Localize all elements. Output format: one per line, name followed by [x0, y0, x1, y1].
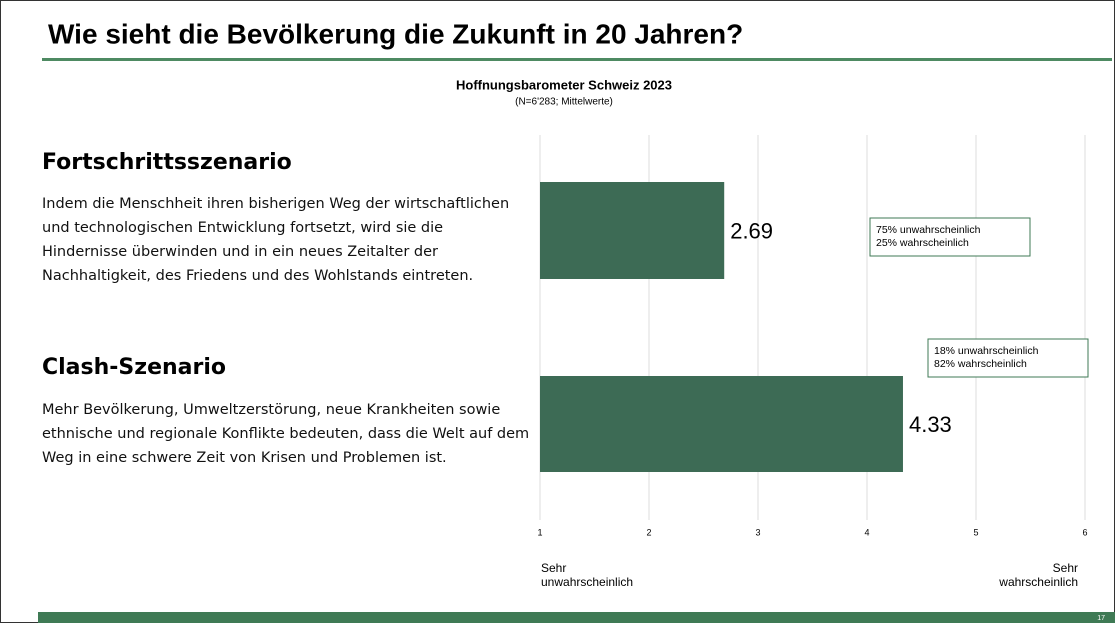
- x-tick-label: 1: [537, 527, 542, 537]
- axis-end-label: Sehr: [541, 561, 566, 575]
- x-tick-label: 3: [755, 527, 760, 537]
- value-label: 2.69: [730, 218, 773, 243]
- axis-end-label: unwahrscheinlich: [541, 575, 633, 589]
- scenario-description: Indem die Menschheit ihren bisherigen We…: [42, 196, 510, 284]
- scenario-heading: Fortschrittsszenario: [42, 150, 292, 175]
- scenario-description: Mehr Bevölkerung, Umweltzerstörung, neue…: [42, 402, 530, 466]
- annotation-text: 82% wahrscheinlich: [934, 358, 1027, 370]
- bar: [540, 182, 725, 279]
- title-rule: [42, 58, 1112, 61]
- axis-end-label: wahrscheinlich: [998, 575, 1078, 589]
- x-tick-label: 5: [973, 527, 978, 537]
- chart-title: Hoffnungsbarometer Schweiz 2023: [456, 77, 672, 92]
- annotation-text: 25% wahrscheinlich: [876, 237, 969, 249]
- footer-bar: [38, 612, 1115, 623]
- annotation-text: 18% unwahrscheinlich: [934, 345, 1039, 357]
- x-tick-label: 2: [646, 527, 651, 537]
- annotation-box: [869, 217, 1031, 257]
- value-label: 4.33: [909, 412, 952, 437]
- annotation-text: 75% unwahrscheinlich: [876, 224, 981, 236]
- bar: [540, 376, 903, 472]
- chart-subtitle: (N=6'283; Mittelwerte): [515, 97, 613, 108]
- x-tick-label: 4: [864, 527, 869, 537]
- scenario-heading: Clash-Szenario: [42, 355, 226, 380]
- page-number: 17: [1097, 615, 1105, 622]
- axis-end-label: Sehr: [1053, 561, 1078, 575]
- x-tick-label: 6: [1082, 527, 1087, 537]
- slide-title: Wie sieht die Bevölkerung die Zukunft in…: [48, 18, 743, 49]
- annotation-box: [927, 338, 1089, 378]
